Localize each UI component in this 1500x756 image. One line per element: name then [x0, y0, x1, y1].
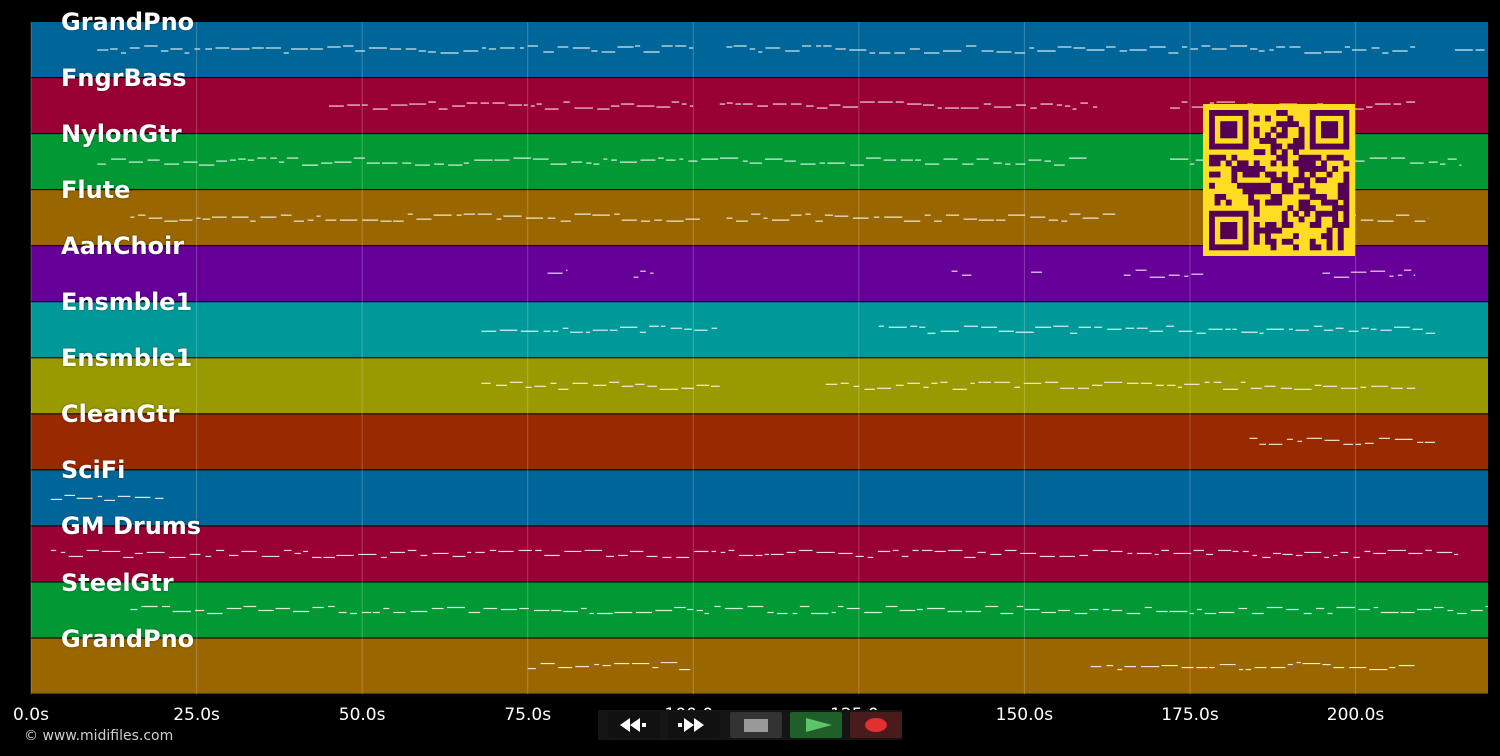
track-name: GrandPno: [61, 8, 195, 36]
track-lane: [31, 22, 1488, 77]
qr-code: [1203, 104, 1355, 256]
record-button[interactable]: [850, 712, 902, 738]
time-tick-label: 25.0s: [173, 705, 220, 725]
fast-forward-button[interactable]: [668, 712, 720, 738]
rewind-button[interactable]: [608, 712, 660, 738]
track-name: CleanGtr: [61, 400, 180, 429]
track-name: SciFi: [61, 456, 126, 485]
transport-controls: [598, 710, 902, 740]
track-lane: [31, 470, 1488, 526]
time-tick-label: 150.0s: [995, 705, 1054, 725]
track-name: Ensmble1: [61, 288, 193, 317]
track-lane: [31, 638, 1488, 694]
time-tick-label: 0.0s: [13, 705, 49, 725]
time-tick-label: 75.0s: [504, 705, 552, 725]
track-name: Ensmble1: [61, 344, 193, 373]
track-lane: [31, 358, 1488, 414]
play-button[interactable]: [790, 712, 842, 738]
fast-forward-icon: [678, 718, 704, 732]
track-name: AahChoir: [61, 232, 185, 261]
stop-button[interactable]: [730, 712, 782, 738]
track-lane: [31, 414, 1488, 470]
record-icon: [865, 718, 887, 732]
time-tick-label: 200.0s: [1326, 705, 1385, 725]
track-name: SteelGtr: [61, 568, 174, 597]
track-lane: [31, 526, 1488, 582]
track-name: GrandPno: [61, 624, 195, 653]
track-lane: [31, 582, 1488, 638]
time-tick-label: 50.0s: [338, 705, 386, 725]
track-name: Flute: [61, 176, 131, 205]
copyright-text: © www.midifiles.com: [24, 728, 174, 744]
track-name: GM Drums: [61, 512, 202, 541]
track-name: FngrBass: [61, 64, 187, 93]
track-name: NylonGtr: [61, 120, 182, 149]
time-tick-label: 175.0s: [1161, 705, 1219, 725]
stop-icon: [744, 719, 768, 732]
track-lane: [31, 302, 1488, 358]
rewind-icon: [620, 718, 646, 732]
play-icon: [806, 718, 832, 732]
